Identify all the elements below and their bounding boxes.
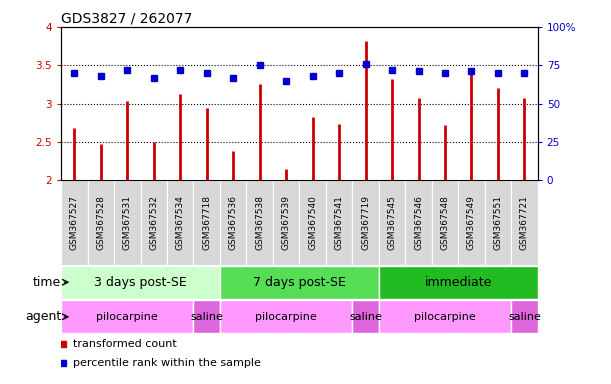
- Text: GSM367536: GSM367536: [229, 195, 238, 250]
- Bar: [405, 180, 432, 265]
- Bar: [273, 180, 299, 265]
- Text: GSM367528: GSM367528: [97, 195, 105, 250]
- Text: GSM367545: GSM367545: [387, 195, 397, 250]
- Bar: [61, 180, 87, 265]
- Bar: [353, 180, 379, 265]
- Text: pilocarpine: pilocarpine: [255, 312, 317, 322]
- Bar: [353, 300, 379, 333]
- Bar: [299, 180, 326, 265]
- Text: GSM367538: GSM367538: [255, 195, 264, 250]
- Text: 3 days post-SE: 3 days post-SE: [94, 276, 187, 289]
- Bar: [511, 300, 538, 333]
- Bar: [220, 266, 379, 299]
- Bar: [379, 180, 405, 265]
- Text: immediate: immediate: [425, 276, 492, 289]
- Text: GSM367532: GSM367532: [149, 195, 158, 250]
- Bar: [61, 266, 220, 299]
- Text: time: time: [33, 276, 61, 289]
- Text: percentile rank within the sample: percentile rank within the sample: [73, 358, 261, 368]
- Text: GSM367539: GSM367539: [282, 195, 291, 250]
- Text: GSM367540: GSM367540: [308, 195, 317, 250]
- Bar: [87, 180, 114, 265]
- Bar: [194, 300, 220, 333]
- Text: 7 days post-SE: 7 days post-SE: [253, 276, 346, 289]
- Text: GSM367531: GSM367531: [123, 195, 132, 250]
- Text: saline: saline: [190, 312, 223, 322]
- Text: GSM367548: GSM367548: [441, 195, 450, 250]
- Text: GSM367527: GSM367527: [70, 195, 79, 250]
- Bar: [141, 180, 167, 265]
- Bar: [458, 180, 485, 265]
- Bar: [194, 180, 220, 265]
- Bar: [220, 180, 246, 265]
- Bar: [379, 266, 538, 299]
- Text: GSM367721: GSM367721: [520, 195, 529, 250]
- Bar: [485, 180, 511, 265]
- Bar: [114, 180, 141, 265]
- Text: GDS3827 / 262077: GDS3827 / 262077: [61, 12, 192, 26]
- Text: GSM367719: GSM367719: [361, 195, 370, 250]
- Bar: [326, 180, 353, 265]
- Bar: [432, 180, 458, 265]
- Text: pilocarpine: pilocarpine: [97, 312, 158, 322]
- Text: GSM367549: GSM367549: [467, 195, 476, 250]
- Text: GSM367541: GSM367541: [335, 195, 343, 250]
- Text: GSM367551: GSM367551: [494, 195, 502, 250]
- Text: saline: saline: [349, 312, 382, 322]
- Text: agent: agent: [25, 310, 61, 323]
- Text: GSM367718: GSM367718: [202, 195, 211, 250]
- Text: saline: saline: [508, 312, 541, 322]
- Text: GSM367534: GSM367534: [176, 195, 185, 250]
- Text: transformed count: transformed count: [73, 339, 177, 349]
- Bar: [246, 180, 273, 265]
- Bar: [61, 300, 194, 333]
- Bar: [220, 300, 353, 333]
- Text: GSM367546: GSM367546: [414, 195, 423, 250]
- Bar: [167, 180, 194, 265]
- Bar: [511, 180, 538, 265]
- Text: pilocarpine: pilocarpine: [414, 312, 476, 322]
- Bar: [379, 300, 511, 333]
